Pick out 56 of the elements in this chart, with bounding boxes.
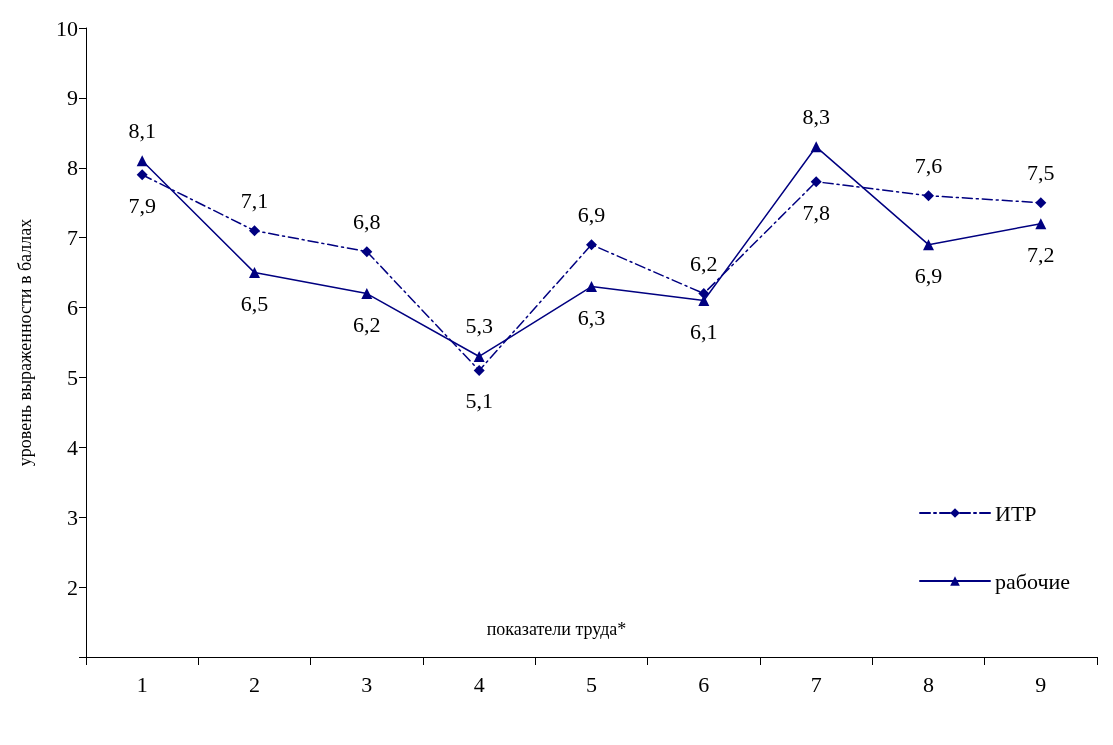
y-axis-title: уровень выраженности в баллах xyxy=(15,218,35,467)
legend-label: рабочие xyxy=(995,568,1071,594)
data-label: 6,9 xyxy=(914,262,943,288)
data-label: 8,1 xyxy=(128,117,156,143)
point xyxy=(586,281,597,293)
data-label: 7,1 xyxy=(240,187,269,213)
data-label: 6,9 xyxy=(577,201,606,227)
data-label: 7,5 xyxy=(1027,159,1055,185)
data-label: 7,9 xyxy=(128,192,156,218)
x-tick-label: 5 xyxy=(586,671,597,697)
data-label: 6,5 xyxy=(240,290,269,316)
data-label: 5,3 xyxy=(465,313,493,339)
legend-label: ИТР xyxy=(995,500,1037,526)
point xyxy=(586,239,597,251)
data-label: 6,8 xyxy=(353,208,381,234)
point xyxy=(1035,218,1047,230)
data-label: 6,2 xyxy=(690,250,718,276)
y-tick-label: 7 xyxy=(67,225,78,251)
x-tick-label: 1 xyxy=(136,671,148,697)
y-tick-label: 3 xyxy=(67,504,78,530)
point xyxy=(473,350,485,362)
y-tick-label: 6 xyxy=(67,295,78,321)
x-tick-label: 4 xyxy=(473,671,485,697)
x-tick-label: 9 xyxy=(1035,671,1047,697)
data-label: 7,8 xyxy=(802,199,830,225)
point xyxy=(249,225,260,237)
x-tick-label: 2 xyxy=(249,671,260,697)
point xyxy=(136,155,148,167)
point xyxy=(810,176,822,188)
x-tick-label: 3 xyxy=(361,671,373,697)
y-tick-label: 5 xyxy=(67,364,78,390)
point xyxy=(923,190,934,202)
point xyxy=(136,169,148,181)
y-tick-label: 8 xyxy=(67,155,78,181)
y-tick-label: 4 xyxy=(67,434,78,460)
point xyxy=(473,364,485,376)
point xyxy=(361,246,373,258)
data-label: 6,1 xyxy=(690,318,718,344)
point xyxy=(810,141,822,153)
data-label: 8,3 xyxy=(802,103,830,129)
y-tick-label: 9 xyxy=(67,85,78,111)
point xyxy=(249,267,260,279)
point xyxy=(1035,197,1047,209)
data-label: 5,1 xyxy=(465,388,493,414)
y-tick-label: 10 xyxy=(56,15,78,41)
y-tick-label: 2 xyxy=(67,574,78,600)
x-tick-label: 8 xyxy=(923,671,934,697)
point xyxy=(923,239,934,251)
data-label: 6,3 xyxy=(577,304,606,330)
data-label: 7,2 xyxy=(1027,241,1055,267)
x-axis-title: показатели труда* xyxy=(486,619,627,639)
data-label: 6,2 xyxy=(353,311,381,337)
point xyxy=(361,288,373,300)
x-tick-label: 6 xyxy=(698,671,710,697)
x-tick-label: 7 xyxy=(810,671,822,697)
data-label: 7,6 xyxy=(914,152,943,178)
